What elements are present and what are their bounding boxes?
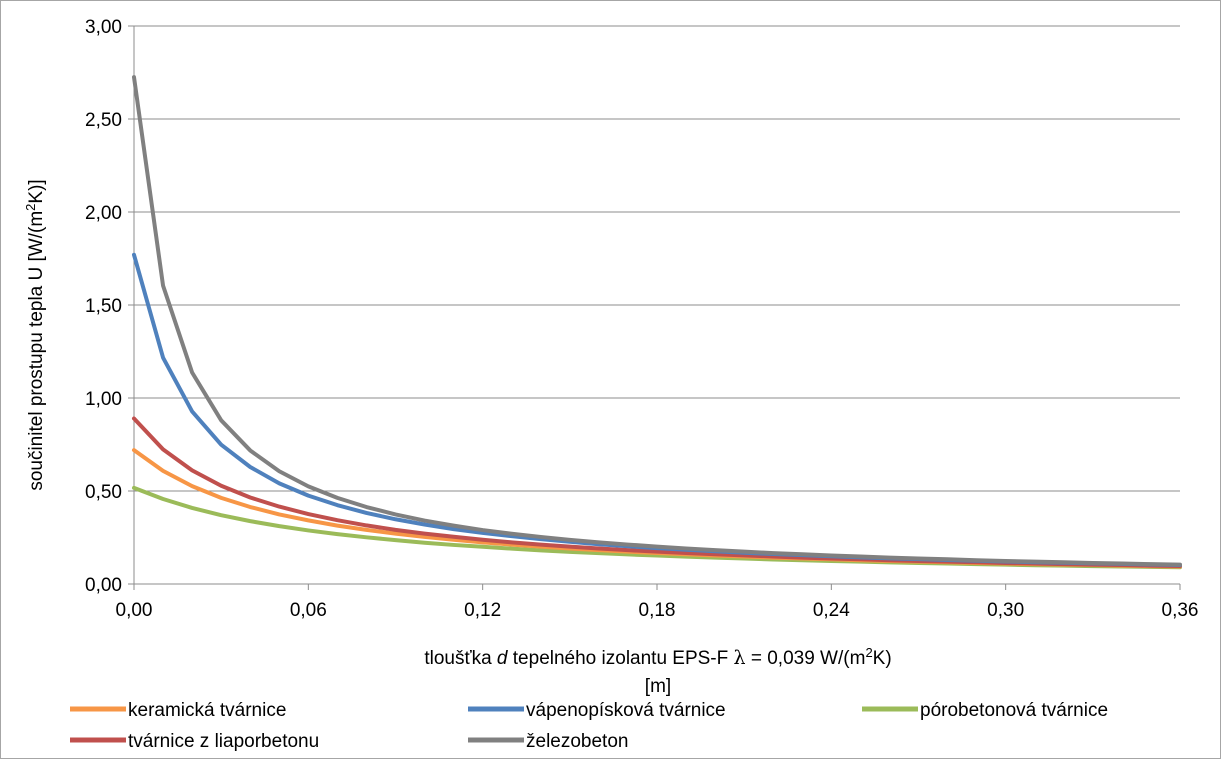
grid-lines — [128, 25, 1180, 585]
y-tick-label: 1,50 — [85, 296, 122, 317]
x-tick-label: 0,00 — [116, 600, 153, 621]
x-tick-label: 0,18 — [639, 600, 676, 621]
y-tick-label: 0,00 — [85, 575, 122, 596]
y-tick-label: 2,00 — [85, 203, 122, 224]
legend-label: tvárnice z liaporbetonu — [128, 731, 319, 752]
y-tick-label: 2,50 — [85, 110, 122, 131]
legend-label: vápenopísková tvárnice — [526, 700, 726, 721]
y-tick-label: 1,00 — [85, 389, 122, 410]
legend: keramická tvárnice vápenopísková tvárnice… — [70, 700, 1108, 752]
x-axis-unit: [m] — [645, 676, 671, 697]
x-axis-label: tloušťka d tepelného izolantu EPS-F λ = … — [424, 645, 891, 670]
series-layer — [132, 75, 1182, 570]
x-tick-label: 0,06 — [290, 600, 327, 621]
series-line-4 — [132, 75, 1182, 567]
y-tick-labels: 0,00 0,50 1,00 1,50 2,00 2,50 3,00 — [85, 17, 122, 596]
x-tick-label: 0,12 — [464, 600, 501, 621]
x-tick-label: 0,30 — [987, 600, 1024, 621]
legend-label: keramická tvárnice — [128, 700, 286, 721]
axes — [133, 26, 1181, 590]
x-tick-labels: 0,00 0,06 0,12 0,18 0,24 0,30 0,36 — [116, 600, 1199, 621]
legend-label: pórobetonová tvárnice — [920, 700, 1108, 721]
legend-label: železobeton — [526, 731, 628, 752]
y-tick-label: 3,00 — [85, 17, 122, 38]
y-tick-label: 0,50 — [85, 482, 122, 503]
x-tick-label: 0,24 — [813, 600, 850, 621]
x-tick-label: 0,36 — [1162, 600, 1199, 621]
y-axis-label: součinitel prostupu tepla U [W/(m2K)] — [23, 179, 48, 490]
